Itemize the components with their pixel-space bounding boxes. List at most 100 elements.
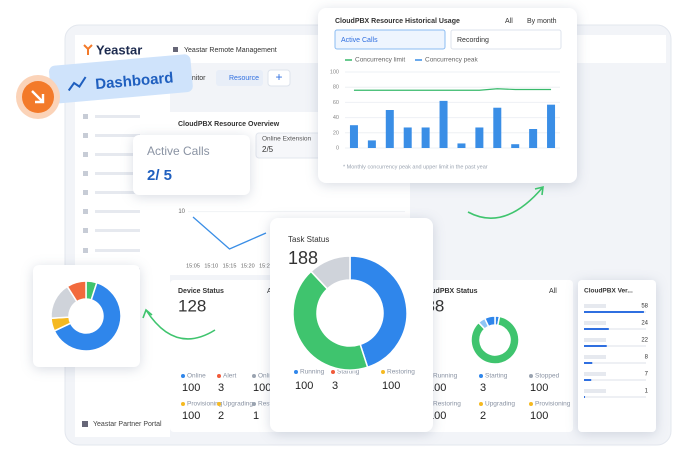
legend-dot (479, 374, 483, 378)
item-value: 1 (253, 410, 259, 422)
legend-label: Concurrency peak (425, 57, 478, 64)
donut-card (33, 265, 140, 367)
y-tick-label: 40 (333, 115, 339, 121)
badge-box (49, 54, 193, 104)
value-label: 24 (641, 321, 648, 327)
bar (457, 143, 466, 148)
bar (584, 345, 607, 347)
legend-dot (181, 374, 185, 378)
track (584, 345, 646, 347)
badge-arrow (31, 90, 45, 104)
footer: Yeastar Partner Portal (93, 421, 162, 428)
legend-dot (217, 374, 221, 378)
card-title: CloudPBX Resource Overview (178, 121, 280, 128)
button-recording[interactable] (450, 29, 562, 50)
legend-dot (479, 402, 483, 406)
version-card (578, 280, 656, 432)
tab: onitor (188, 75, 206, 82)
filter: All (505, 18, 513, 25)
item-label: Online (187, 373, 206, 380)
bar (584, 379, 592, 381)
item-value: 3 (332, 380, 338, 392)
card-title: CloudPBX Status (420, 288, 478, 295)
bar (367, 140, 376, 148)
logo (83, 44, 93, 55)
sidebar-menu (83, 114, 140, 272)
dashboard-badge: Dashboard (16, 54, 193, 119)
x-tick-label: 15:10 (204, 263, 218, 269)
card-title: Device Status (178, 288, 224, 295)
track (584, 362, 646, 364)
bar (349, 125, 358, 148)
bar (385, 110, 394, 148)
y-tick-label: 0 (336, 145, 339, 151)
donut-slice (483, 315, 496, 328)
task-status: Task Status 188 Running 100 Starting 3 Restori… (270, 218, 433, 432)
y-tick-label: 60 (333, 100, 339, 106)
donut-slice (66, 280, 87, 303)
value-label: 7 (645, 372, 649, 378)
status-cards: Device StatusAll128Online100Alert3Online… (170, 280, 656, 432)
limit-line (353, 88, 552, 91)
y-tick-label: 20 (333, 130, 339, 136)
active-calls-card (133, 135, 250, 195)
item-value: 100 (182, 382, 200, 394)
placeholder (584, 321, 606, 325)
badge-icon (67, 76, 87, 92)
item-label: Alert (223, 373, 237, 380)
line (192, 216, 267, 250)
tab: Resource (229, 75, 259, 82)
item-label: Upgrading (223, 401, 253, 408)
placeholder (584, 372, 606, 376)
track (584, 328, 646, 330)
sidebar (75, 35, 170, 437)
arrow-left (142, 308, 216, 340)
item-value: 100 (530, 382, 548, 394)
value-label: 22 (641, 338, 648, 344)
placeholder (584, 389, 606, 393)
y-tick-label: 80 (333, 85, 339, 91)
value: 2/ 5 (147, 167, 172, 184)
bar (547, 104, 556, 148)
brand: Yeastar (96, 42, 142, 57)
legend-dot (529, 374, 533, 378)
y-tick-label: 100 (330, 69, 339, 75)
item-label: Provisioning (535, 401, 571, 408)
item-label: Upgrading (485, 401, 515, 408)
bar (584, 328, 609, 330)
total: 128 (178, 296, 206, 315)
legend-dot (252, 374, 256, 378)
filter: All (549, 288, 557, 295)
item-value: 100 (182, 410, 200, 422)
label: Online Extension (262, 136, 312, 143)
bar (584, 311, 644, 313)
item-value: 2 (480, 410, 486, 422)
value: 2/5 (262, 145, 274, 154)
y-tick-label: 10 (178, 209, 185, 215)
historical-usage: CloudPBX Resource Historical Usage All By … (318, 8, 577, 183)
placeholder (584, 304, 606, 308)
button-active-calls[interactable] (334, 29, 446, 50)
badge-text: Dashboard (95, 69, 175, 93)
bar (529, 129, 538, 148)
portal-icon (82, 421, 88, 427)
track (584, 396, 646, 398)
tab-resource (216, 70, 263, 86)
donut-slice (309, 255, 351, 291)
item-value: 100 (382, 380, 400, 392)
bar (421, 127, 430, 148)
track (584, 379, 646, 381)
x-tick-label: 15:05 (186, 263, 200, 269)
item-value: 3 (480, 382, 486, 394)
item-value: 100 (295, 380, 313, 392)
header-icon (173, 47, 178, 52)
legend-dot (529, 402, 533, 406)
value-label: 58 (641, 304, 648, 310)
note: * Monthly concurrency peak and upper lim… (343, 164, 488, 170)
item-value: 100 (253, 382, 271, 394)
header: Yeastar Remote Management (184, 47, 277, 54)
item-label: Running (300, 369, 325, 376)
bar (493, 107, 502, 148)
device-card (170, 280, 292, 432)
